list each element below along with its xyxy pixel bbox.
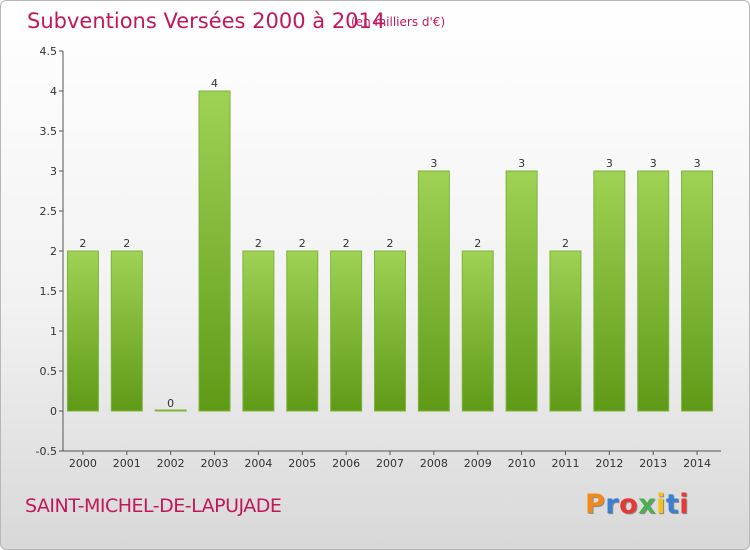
- x-tick-label: 2009: [464, 457, 492, 470]
- data-label: 2: [123, 237, 130, 250]
- x-tick-label: 2007: [376, 457, 404, 470]
- logo-letter: x: [638, 489, 657, 520]
- x-tick-label: 2002: [157, 457, 185, 470]
- bar: [374, 250, 406, 412]
- x-tick-label: 2012: [595, 457, 623, 470]
- data-label: 3: [606, 157, 613, 170]
- bar: [198, 90, 231, 412]
- logo-letter: o: [619, 489, 639, 520]
- y-tick-label: -0.5: [36, 445, 57, 458]
- y-tick-label: 4.5: [40, 45, 58, 58]
- data-label: 3: [694, 157, 701, 170]
- data-label: 2: [562, 237, 569, 250]
- x-tick-label: 2008: [420, 457, 448, 470]
- y-tick-label: 2: [50, 245, 57, 258]
- data-label: 4: [211, 77, 218, 90]
- bar: [637, 170, 670, 412]
- bar: [242, 250, 275, 412]
- bar: [66, 250, 99, 412]
- chart-unit: (en milliers d'€): [351, 15, 446, 29]
- y-tick-label: 1.5: [40, 285, 58, 298]
- bar: [505, 170, 538, 412]
- logo-letter: t: [665, 489, 680, 520]
- bar: [110, 250, 143, 412]
- data-label: 3: [650, 157, 657, 170]
- data-label: 3: [518, 157, 525, 170]
- data-label: 2: [79, 237, 86, 250]
- data-label: 2: [255, 237, 262, 250]
- bar: [549, 250, 582, 412]
- bar: [593, 170, 626, 412]
- y-tick-label: 3.5: [40, 125, 58, 138]
- data-label: 3: [430, 157, 437, 170]
- x-tick-label: 2006: [332, 457, 360, 470]
- bar: [154, 409, 187, 412]
- x-tick-label: 2003: [201, 457, 229, 470]
- x-tick-label: 2014: [683, 457, 711, 470]
- x-tick-label: 2000: [69, 457, 97, 470]
- x-tick-label: 2005: [288, 457, 316, 470]
- bar: [330, 250, 363, 412]
- labels: 2 2000 2 2001 0 2002 4 2003 2 2004 2 2005 2 2006 2 2007…: [69, 77, 711, 470]
- chart-title: Subventions Versées 2000 à 2014: [27, 9, 386, 33]
- data-label: 2: [474, 237, 481, 250]
- commune-name: SAINT-MICHEL-DE-LAPUJADE: [25, 495, 282, 517]
- data-label: 2: [299, 237, 306, 250]
- y-tick-label: 1: [50, 325, 57, 338]
- x-tick-label: 2004: [244, 457, 272, 470]
- logo-letter: r: [605, 489, 620, 520]
- x-tick-label: 2001: [113, 457, 141, 470]
- logo-letter: i: [656, 489, 666, 520]
- logo-letter: i: [679, 489, 690, 520]
- y-tick-label: 3: [50, 165, 57, 178]
- y-tick-label: 2.5: [40, 205, 58, 218]
- data-label: 0: [167, 397, 174, 410]
- y-tick-label: 4: [50, 85, 57, 98]
- data-label: 2: [387, 237, 394, 250]
- bar: [417, 170, 450, 412]
- axes: 4.5 4 3.5 3 2.5 2 1.5 1 0.5 0 -0.5: [36, 45, 721, 458]
- y-tick-label: 0.5: [40, 365, 58, 378]
- x-tick-label: 2011: [551, 457, 579, 470]
- proxiti-logo[interactable]: Proxiti: [585, 489, 689, 520]
- logo-letter: P: [585, 489, 606, 520]
- x-tick-label: 2013: [639, 457, 667, 470]
- bar: [681, 170, 714, 412]
- bars: [66, 90, 714, 412]
- data-label: 2: [343, 237, 350, 250]
- bar: [461, 250, 494, 412]
- y-tick-label: 0: [50, 405, 57, 418]
- x-tick-label: 2010: [508, 457, 536, 470]
- bar: [286, 250, 319, 412]
